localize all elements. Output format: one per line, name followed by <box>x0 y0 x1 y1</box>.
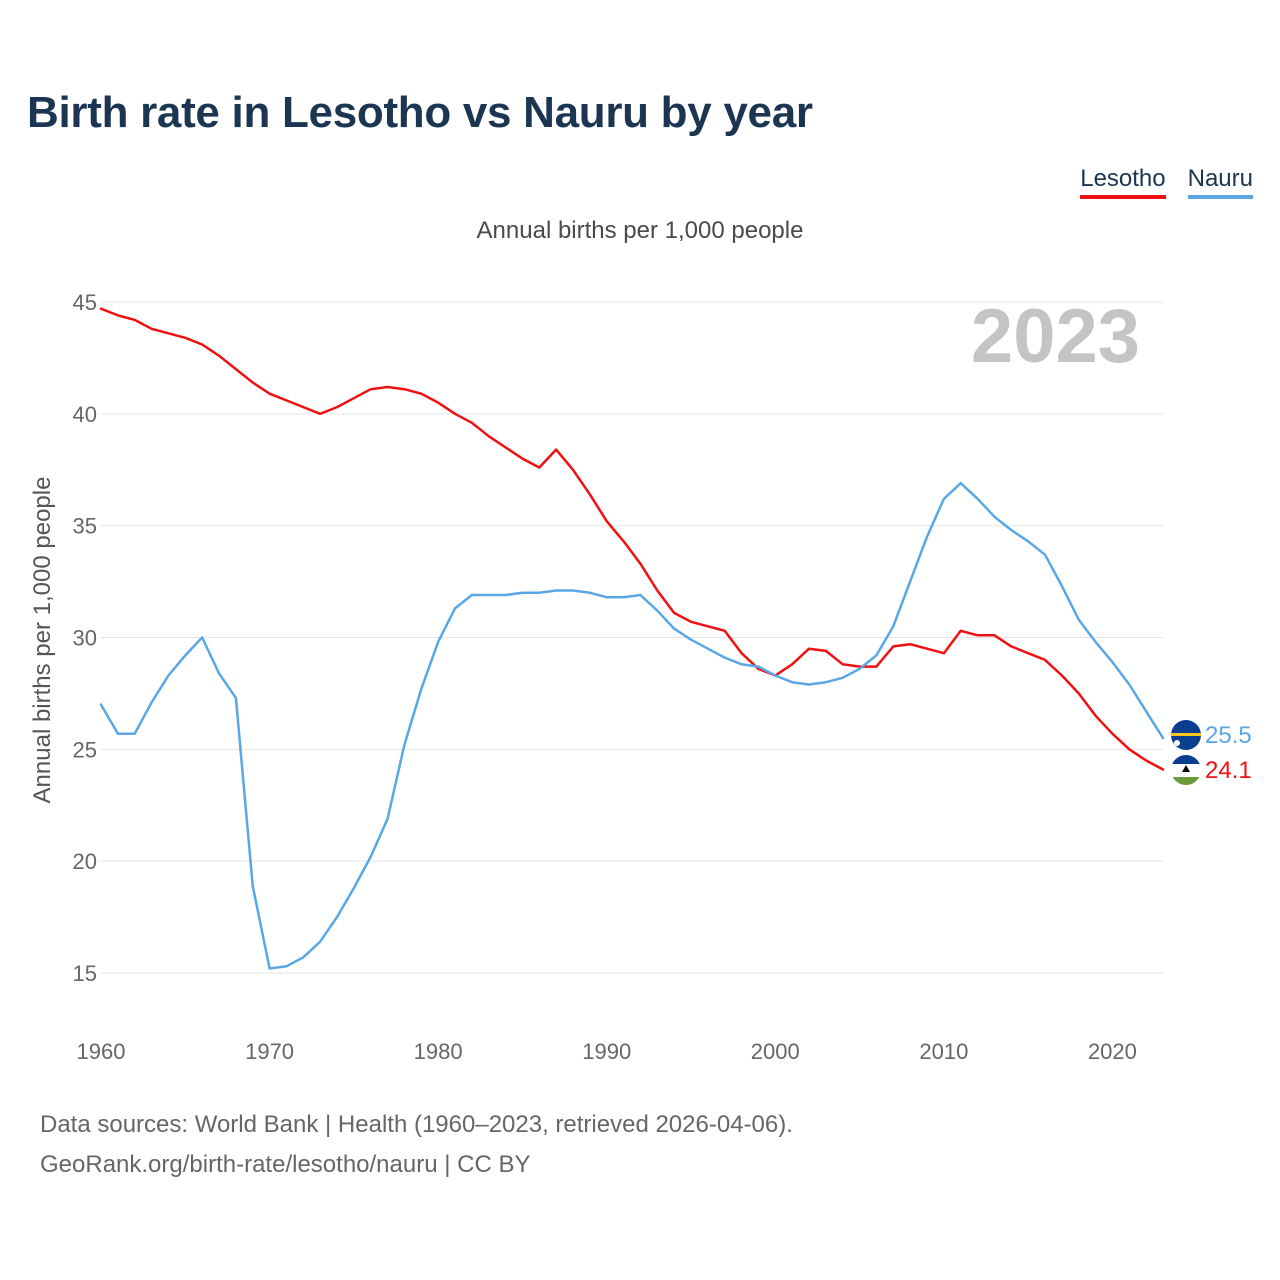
y-tick-label: 30 <box>73 626 97 651</box>
x-tick-label: 2020 <box>1088 1039 1137 1064</box>
end-value-nauru: 25.5 <box>1205 722 1252 749</box>
y-tick-label: 40 <box>73 402 97 427</box>
y-tick-label: 35 <box>73 514 97 539</box>
x-tick-label: 1970 <box>245 1039 294 1064</box>
x-tick-label: 1990 <box>582 1039 631 1064</box>
legend-item-nauru[interactable]: Nauru <box>1187 165 1253 199</box>
lesotho-flag-icon <box>1171 755 1201 785</box>
source-line-1: Data sources: World Bank | Health (1960–… <box>40 1111 793 1138</box>
source-line-2[interactable]: GeoRank.org/birth-rate/lesotho/nauru | C… <box>40 1151 531 1178</box>
legend-item-lesotho[interactable]: Lesotho <box>1080 165 1166 199</box>
y-tick-label: 25 <box>73 737 97 762</box>
y-tick-label: 15 <box>73 961 97 986</box>
series-line-nauru[interactable] <box>99 481 1165 970</box>
y-axis-label: Annual births per 1,000 people <box>29 477 56 804</box>
nauru-flag-icon <box>1171 720 1201 750</box>
y-tick-label: 45 <box>73 290 97 315</box>
x-tick-label: 1960 <box>77 1039 126 1064</box>
x-tick-label: 2010 <box>919 1039 968 1064</box>
y-tick-label: 20 <box>73 849 97 874</box>
x-tick-label: 1980 <box>414 1039 463 1064</box>
year-watermark: 2023 <box>971 294 1140 379</box>
series-line-lesotho[interactable] <box>99 307 1165 771</box>
x-tick-label: 2000 <box>751 1039 800 1064</box>
chart-subtitle: Annual births per 1,000 people <box>476 217 804 244</box>
legend: Lesotho Nauru <box>1080 165 1253 199</box>
source-note: Data sources: World Bank | Health (1960–… <box>40 1105 793 1185</box>
chart-title: Birth rate in Lesotho vs Nauru by year <box>27 88 813 137</box>
end-value-lesotho: 24.1 <box>1205 757 1252 784</box>
